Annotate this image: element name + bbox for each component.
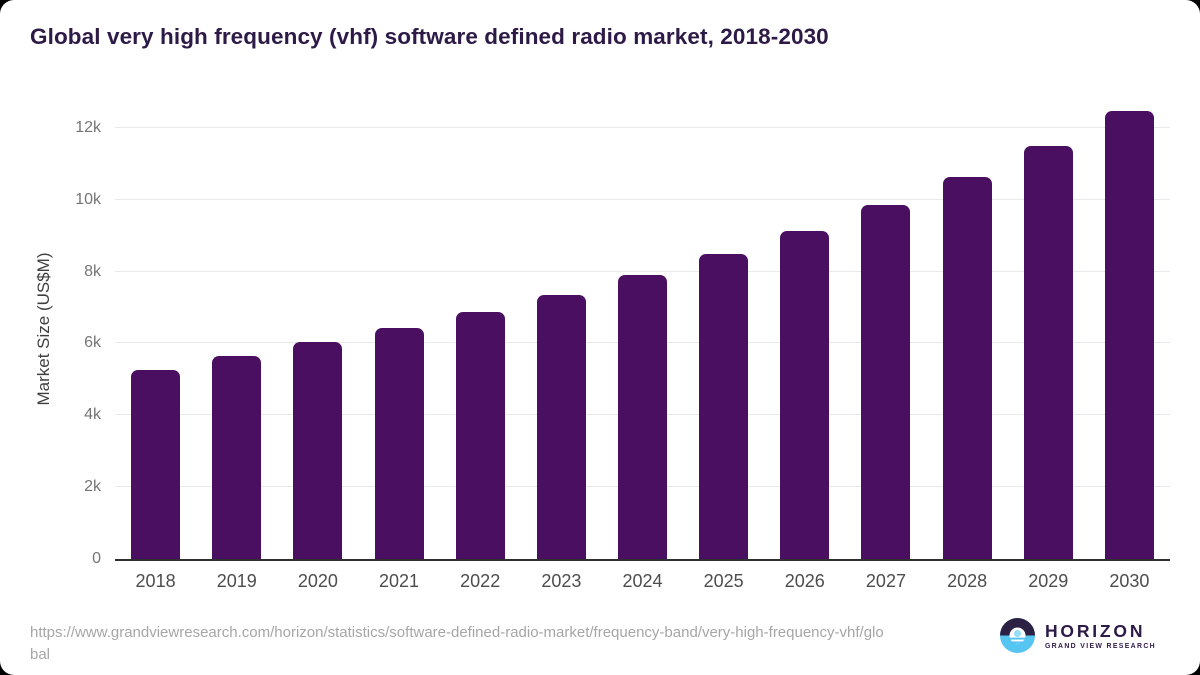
logo-name: HORIZON: [1044, 620, 1146, 641]
y-tick-label-12k: 12k: [75, 118, 101, 136]
x-tick-label-2029: 2029: [1028, 571, 1069, 591]
logo-text: HORIZON GRAND VIEW RESEARCH: [1044, 620, 1156, 650]
x-tick-label-2018: 2018: [135, 571, 176, 591]
x-tick-label-2019: 2019: [216, 571, 257, 591]
y-tick-label-4k: 4k: [84, 406, 101, 424]
x-tick-label-2030: 2030: [1109, 571, 1150, 591]
y-tick-label-2k: 2k: [84, 478, 101, 496]
x-tick-label-2027: 2027: [865, 571, 906, 591]
logo-tagline: GRAND VIEW RESEARCH: [1044, 642, 1156, 650]
horizon-logo: HORIZON GRAND VIEW RESEARCH: [999, 618, 1156, 653]
bar-2018: [131, 369, 181, 559]
bar-2028: [942, 176, 992, 559]
source-url-line2: bal: [30, 645, 51, 663]
bar-2021: [374, 328, 424, 559]
x-tick-label-2025: 2025: [703, 571, 744, 591]
source-url-line1: https://www.grandviewresearch.com/horizo…: [30, 624, 884, 641]
horizon-sun-circle-icon: [999, 618, 1035, 653]
x-tick-label-2022: 2022: [460, 571, 501, 591]
chart-title: Global very high frequency (vhf) softwar…: [30, 24, 829, 49]
bar-2029: [1023, 146, 1073, 559]
bar-2024: [618, 275, 667, 559]
bar-2020: [293, 342, 343, 559]
bar-2023: [536, 295, 586, 559]
bar-2022: [455, 312, 505, 559]
bar-2026: [780, 230, 830, 559]
source-url: https://www.grandviewresearch.com/horizo…: [30, 622, 1030, 665]
y-tick-label-8k: 8k: [84, 262, 101, 280]
gridline-8k: [115, 270, 1170, 272]
bar-2025: [699, 253, 749, 559]
x-tick-label-2020: 2020: [297, 571, 338, 591]
x-tick-label-2028: 2028: [947, 571, 988, 591]
gridline-10k: [115, 198, 1170, 200]
y-tick-label-6k: 6k: [84, 334, 101, 352]
y-tick-label-0: 0: [92, 550, 101, 567]
x-tick-label-2023: 2023: [541, 571, 582, 591]
y-tick-label-10k: 10k: [75, 190, 101, 208]
gridline-12k: [115, 126, 1170, 128]
bar-2027: [861, 205, 911, 559]
bar-2030: [1104, 110, 1154, 559]
x-tick-label-2021: 2021: [379, 571, 420, 591]
bar-chart-plot-area: 0 2k 4k 6k 8k 10k 12k 2018 2019 2020 2021 2022 2023…: [75, 99, 1170, 591]
bar-2019: [212, 356, 262, 559]
x-tick-label-2026: 2026: [784, 571, 825, 591]
x-tick-label-2024: 2024: [622, 571, 663, 591]
